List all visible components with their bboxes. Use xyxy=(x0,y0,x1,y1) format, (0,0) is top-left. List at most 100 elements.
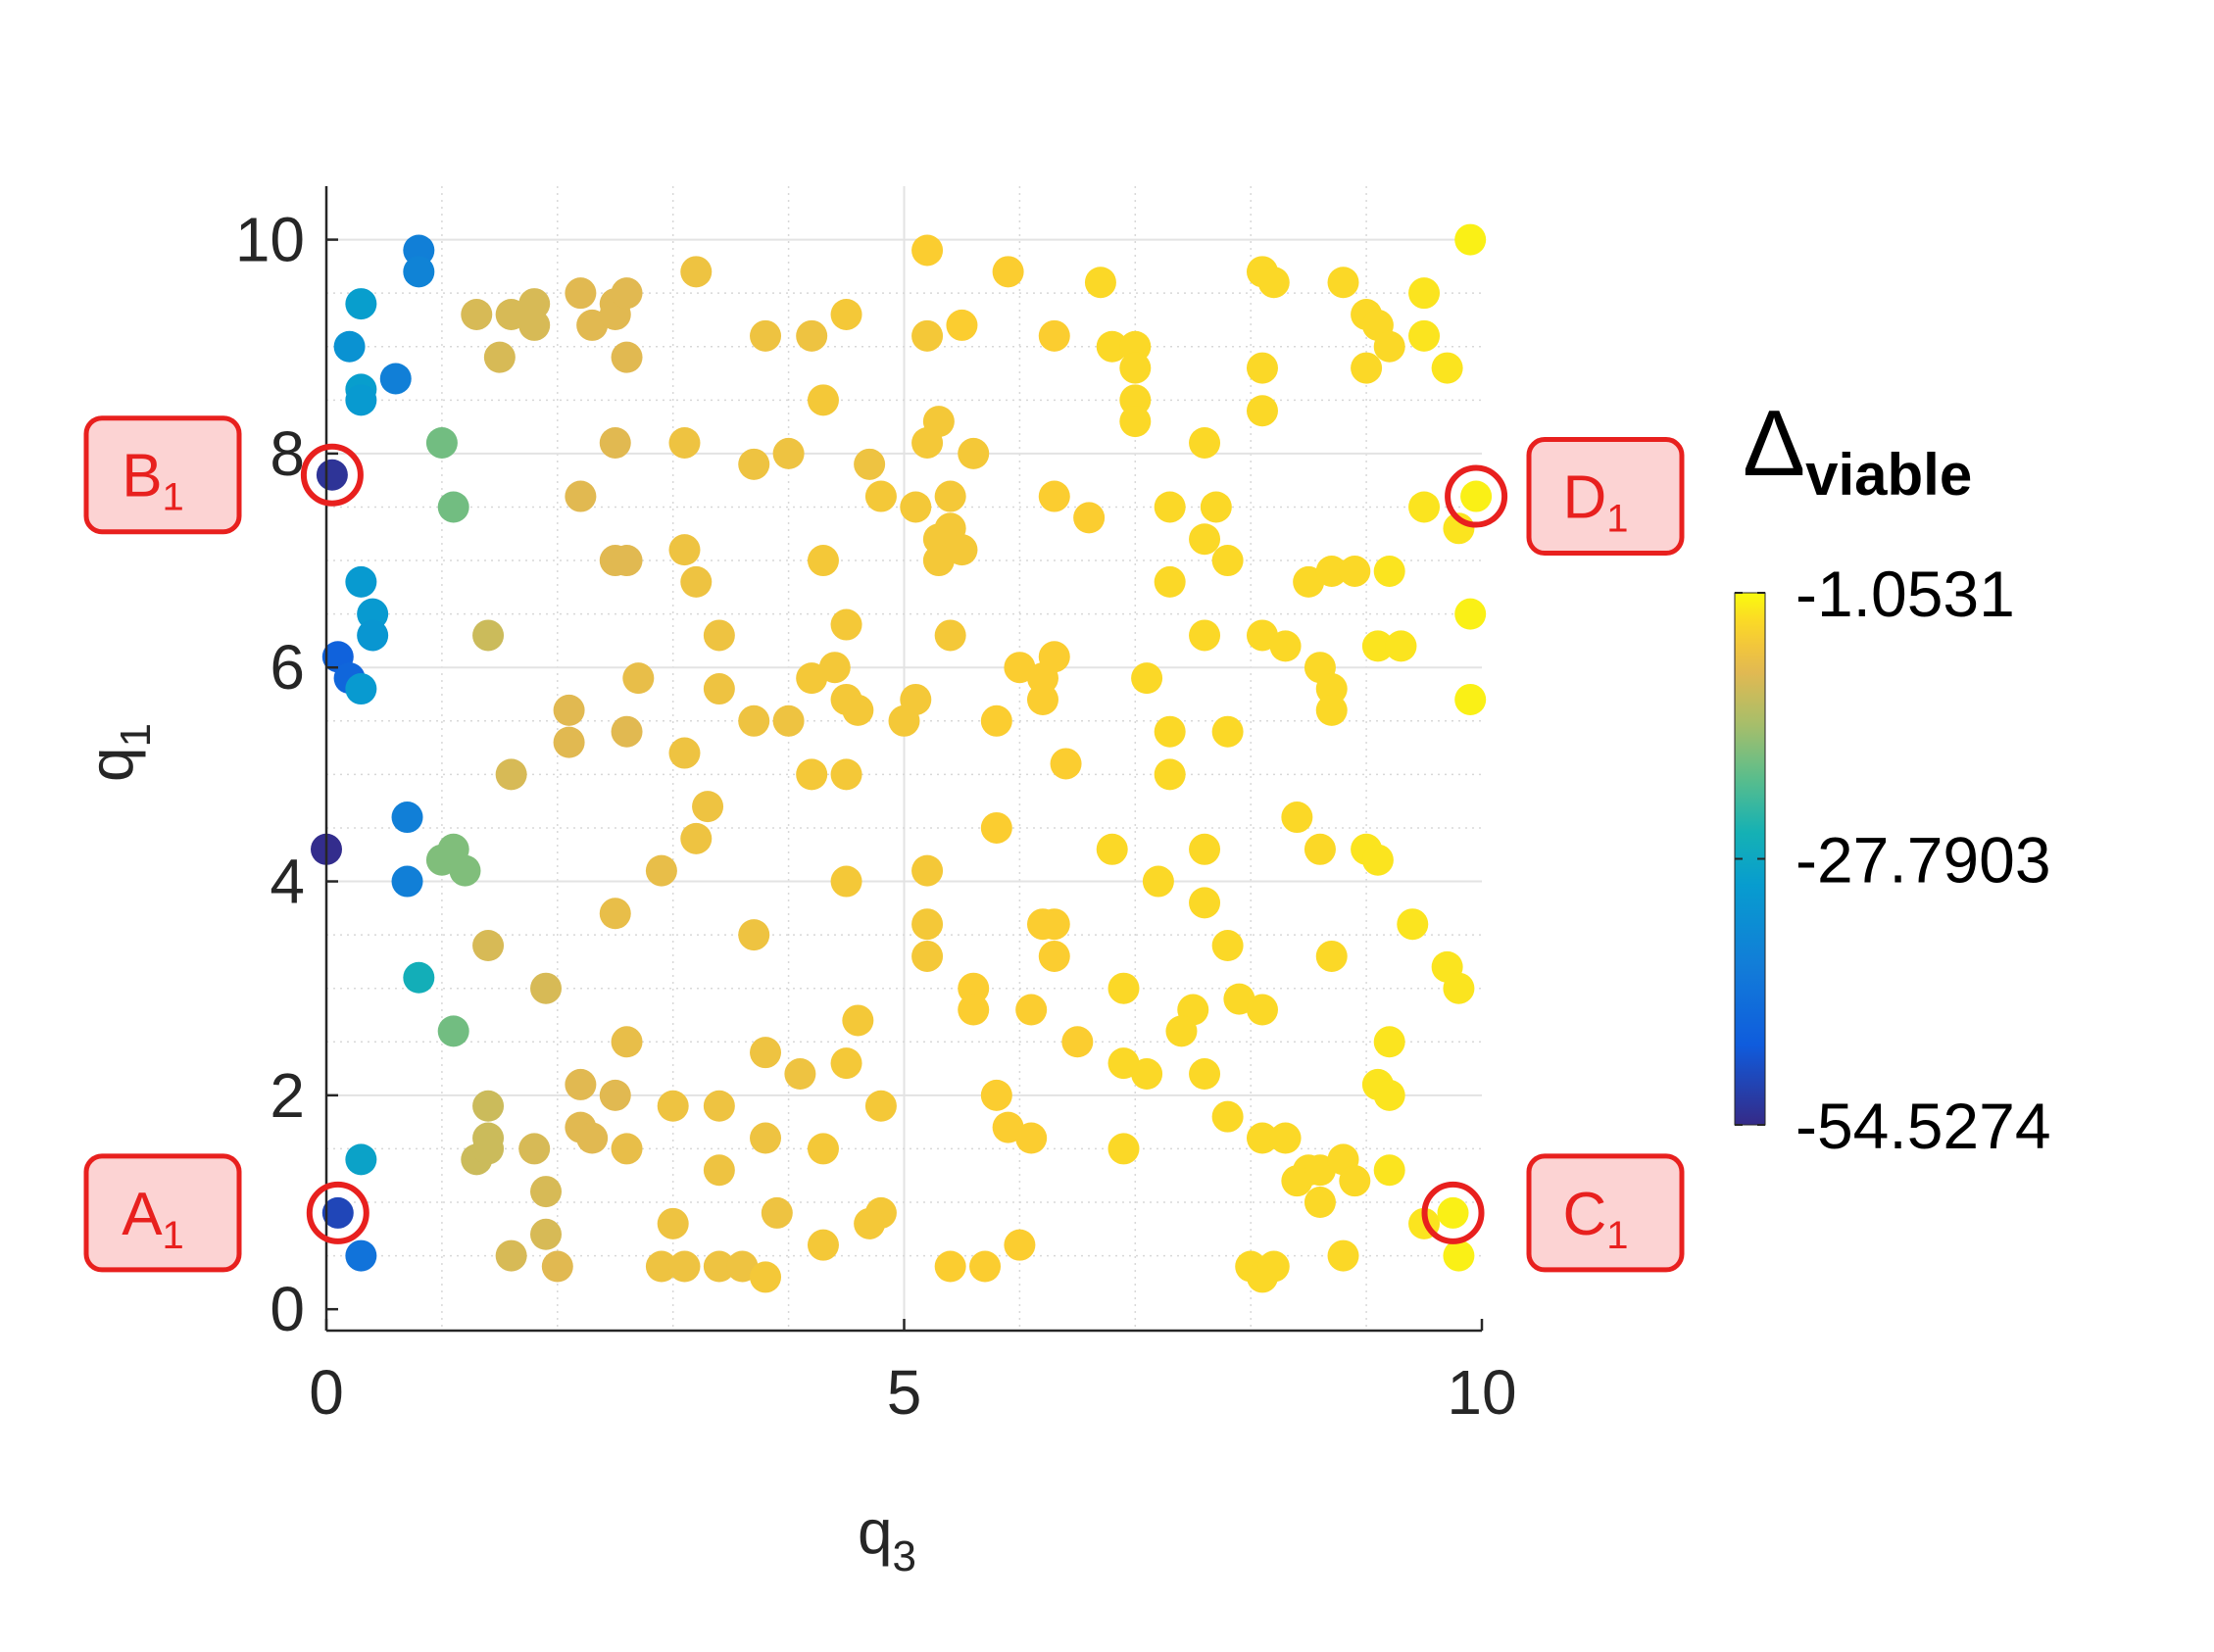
data-point xyxy=(645,854,677,887)
data-point xyxy=(1246,994,1278,1026)
data-point xyxy=(1454,223,1487,256)
highlighted-points: A1 B1 C1 D1 xyxy=(83,415,1685,1273)
data-point xyxy=(830,758,862,791)
point-label-box xyxy=(1526,1153,1685,1273)
data-point xyxy=(611,277,643,310)
data-point xyxy=(1454,683,1487,715)
highlight-ring xyxy=(306,1181,369,1244)
data-point xyxy=(1339,555,1371,587)
data-point xyxy=(379,363,412,395)
data-point xyxy=(530,972,563,1004)
data-point xyxy=(449,854,481,887)
data-point xyxy=(807,1133,839,1165)
x-axis-label: q3 xyxy=(858,1496,916,1580)
data-point xyxy=(437,491,469,523)
data-point xyxy=(1061,1026,1094,1058)
point-label-box xyxy=(83,415,242,535)
data-point xyxy=(1327,1239,1359,1272)
colorbar: -1.0531 -27.7903 -54.5274 xyxy=(1734,558,2051,1162)
data-point xyxy=(1373,1079,1405,1111)
data-point xyxy=(495,1239,527,1272)
data-point xyxy=(1246,1122,1278,1154)
data-point xyxy=(1038,908,1070,941)
data-point xyxy=(1269,630,1302,662)
data-point xyxy=(345,565,377,598)
data-point xyxy=(680,256,713,288)
data-point xyxy=(1119,406,1152,438)
data-point xyxy=(738,705,770,737)
data-point xyxy=(1004,1229,1036,1261)
data-point xyxy=(1107,1133,1140,1165)
data-point xyxy=(864,1090,897,1122)
data-points xyxy=(311,223,1493,1293)
data-point xyxy=(1189,887,1221,919)
data-point xyxy=(703,673,735,705)
data-point xyxy=(1257,1250,1290,1283)
highlight-ring xyxy=(1445,464,1508,528)
data-point xyxy=(1131,1058,1163,1091)
data-point xyxy=(472,930,505,962)
x-tick-label: 5 xyxy=(887,1357,922,1428)
data-point xyxy=(345,673,377,705)
data-point xyxy=(1361,844,1394,876)
data-point xyxy=(772,705,805,737)
data-point xyxy=(1373,330,1405,363)
data-point xyxy=(1131,662,1163,695)
data-point xyxy=(495,758,527,791)
data-point xyxy=(1397,908,1429,941)
data-point xyxy=(796,758,828,791)
data-point xyxy=(645,1250,677,1283)
data-point xyxy=(668,426,701,459)
data-point xyxy=(911,854,944,887)
data-point xyxy=(1327,267,1359,299)
data-point xyxy=(576,1122,609,1154)
data-point xyxy=(1269,1122,1302,1154)
data-point xyxy=(1154,565,1186,598)
data-point xyxy=(668,534,701,566)
data-point xyxy=(1443,1239,1475,1272)
data-point xyxy=(1154,491,1186,523)
x-tick-label: 10 xyxy=(1447,1357,1516,1428)
data-point xyxy=(1460,480,1493,512)
data-point xyxy=(1339,1165,1371,1197)
point-label: B1 xyxy=(122,443,184,519)
data-point xyxy=(1038,319,1070,352)
data-point xyxy=(1142,865,1174,898)
data-point xyxy=(530,1176,563,1208)
data-point xyxy=(553,694,585,726)
data-point xyxy=(703,1154,735,1187)
data-point xyxy=(1038,641,1070,673)
data-point xyxy=(1443,972,1475,1004)
data-point xyxy=(1211,930,1244,962)
data-point xyxy=(1189,1058,1221,1091)
data-point xyxy=(611,1133,643,1165)
x-tick-label: 0 xyxy=(309,1357,344,1428)
data-point xyxy=(657,1207,689,1239)
data-point xyxy=(1107,972,1140,1004)
data-point xyxy=(969,1250,1002,1283)
y-tick-label: 10 xyxy=(235,205,305,275)
data-point xyxy=(472,1090,505,1122)
highlight-ring xyxy=(1421,1181,1485,1244)
data-point xyxy=(1189,523,1221,556)
data-point xyxy=(461,298,493,330)
data-point xyxy=(565,1068,597,1100)
data-point xyxy=(1257,267,1290,299)
data-point xyxy=(750,1037,782,1069)
data-point xyxy=(518,309,551,341)
highlight-ring xyxy=(300,443,364,507)
data-point xyxy=(1373,1026,1405,1058)
data-point xyxy=(992,256,1024,288)
data-point xyxy=(1304,833,1336,865)
data-point xyxy=(1408,491,1441,523)
colorbar-tick-label: -27.7903 xyxy=(1796,824,2051,897)
data-point xyxy=(784,1058,816,1091)
data-point xyxy=(1154,758,1186,791)
data-point xyxy=(772,437,805,469)
data-point xyxy=(1050,748,1082,780)
data-point xyxy=(750,1261,782,1293)
data-point xyxy=(703,1090,735,1122)
data-point xyxy=(934,480,966,512)
data-point xyxy=(1073,502,1106,534)
data-point xyxy=(761,1196,793,1229)
